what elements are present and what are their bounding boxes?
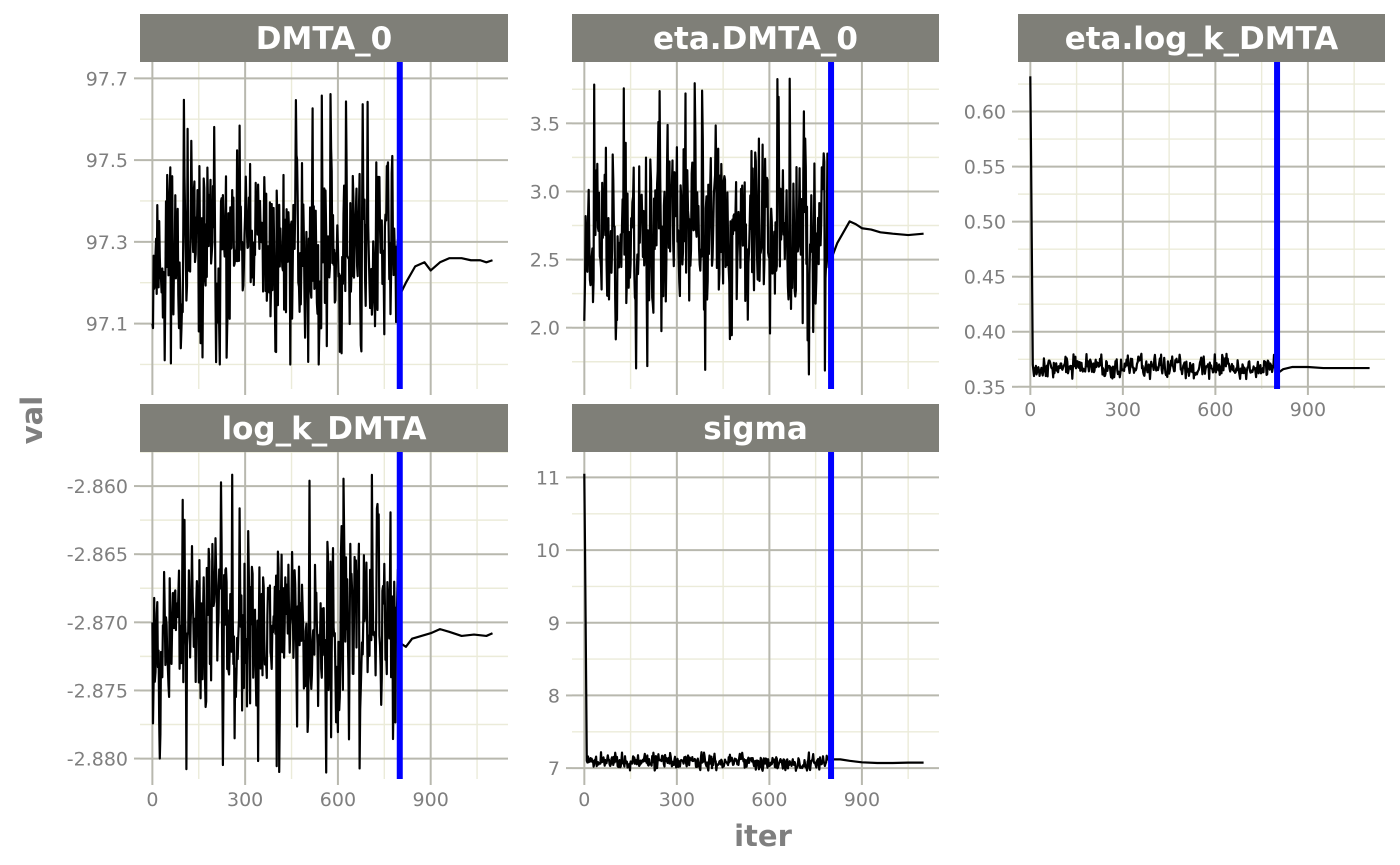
- facet-sigma: sigma 7 8 9 10 11 0 300 600 900: [536, 404, 939, 811]
- x-tick-label: 0: [578, 789, 590, 811]
- y-tick-label: 3.5: [530, 113, 560, 135]
- facet-log-k-dmta: log_k_DMTA -2.880 -2.875 -2.870 -2.865 -2.860…: [67, 404, 508, 811]
- y-tick-label: -2.870: [67, 612, 128, 634]
- x-tick-label: 600: [1197, 399, 1233, 421]
- strip-label: log_k_DMTA: [221, 411, 426, 447]
- y-tick-label: 0.40: [964, 322, 1006, 344]
- y-tick-label: -2.860: [67, 476, 128, 498]
- y-tick-label: -2.875: [67, 680, 128, 702]
- y-tick-label: 2.0: [530, 318, 560, 340]
- y-tick-label: 97.7: [86, 68, 128, 90]
- y-tick-label: 3.0: [530, 181, 560, 203]
- y-tick-label: 9: [548, 613, 560, 635]
- strip-label: eta.log_k_DMTA: [1065, 21, 1339, 57]
- y-tick-label: -2.865: [67, 544, 128, 566]
- strip-label: DMTA_0: [256, 21, 392, 57]
- trace-line: [151, 93, 493, 366]
- y-tick-label: 97.5: [86, 150, 128, 172]
- y-tick-label: 2.5: [530, 250, 560, 272]
- y-tick-label: 10: [536, 540, 560, 562]
- trace-line: [583, 473, 924, 772]
- x-tick-label: 600: [751, 789, 787, 811]
- x-tick-label: 900: [1290, 399, 1326, 421]
- y-tick-label: 0.45: [964, 267, 1006, 289]
- strip-background: [572, 404, 939, 452]
- x-tick-label: 600: [320, 789, 356, 811]
- x-tick-label: 0: [1024, 399, 1036, 421]
- y-tick-label: 0.60: [964, 102, 1006, 124]
- x-tick-label: 0: [146, 789, 158, 811]
- y-tick-label: 97.1: [86, 314, 128, 336]
- trace-line: [583, 77, 924, 376]
- x-tick-label: 300: [659, 789, 695, 811]
- x-tick-label: 300: [227, 789, 263, 811]
- trace-line: [151, 473, 493, 774]
- strip-label: eta.DMTA_0: [653, 21, 858, 57]
- y-tick-label: 0.35: [964, 377, 1006, 399]
- strip-background: [572, 14, 939, 62]
- x-axis-title: iter: [734, 819, 792, 853]
- y-tick-label: 0.50: [964, 212, 1006, 234]
- facet-eta-log-k-dmta: eta.log_k_DMTA 0.35 0.40 0.45 0.50 0.55 0.60 0 3…: [964, 14, 1385, 421]
- y-tick-label: 11: [536, 467, 560, 489]
- strip-label: sigma: [703, 411, 808, 447]
- x-tick-label: 900: [413, 789, 449, 811]
- panel-background: [1018, 62, 1385, 389]
- y-tick-label: 0.55: [964, 157, 1006, 179]
- facet-eta-dmta-0: eta.DMTA_0 2.0 2.5 3.0 3.5: [530, 14, 939, 395]
- strip-background: [1018, 14, 1385, 62]
- panels-layer: DMTA_0 97.1 97.3 97.5 97.7 eta.DMTA_0 2.0 2.5 3.…: [67, 14, 1385, 811]
- facet-dmta-0: DMTA_0 97.1 97.3 97.5 97.7: [86, 14, 508, 395]
- x-tick-label: 300: [1105, 399, 1141, 421]
- panel-background: [572, 452, 939, 779]
- strip-background: [140, 404, 508, 452]
- trace-line: [1029, 76, 1370, 381]
- y-tick-label: -2.880: [67, 749, 128, 771]
- x-tick-label: 900: [844, 789, 880, 811]
- strip-background: [140, 14, 508, 62]
- y-axis-title: val: [15, 396, 49, 444]
- y-tick-label: 8: [548, 685, 560, 707]
- y-tick-label: 7: [548, 758, 560, 780]
- y-tick-label: 97.3: [86, 232, 128, 254]
